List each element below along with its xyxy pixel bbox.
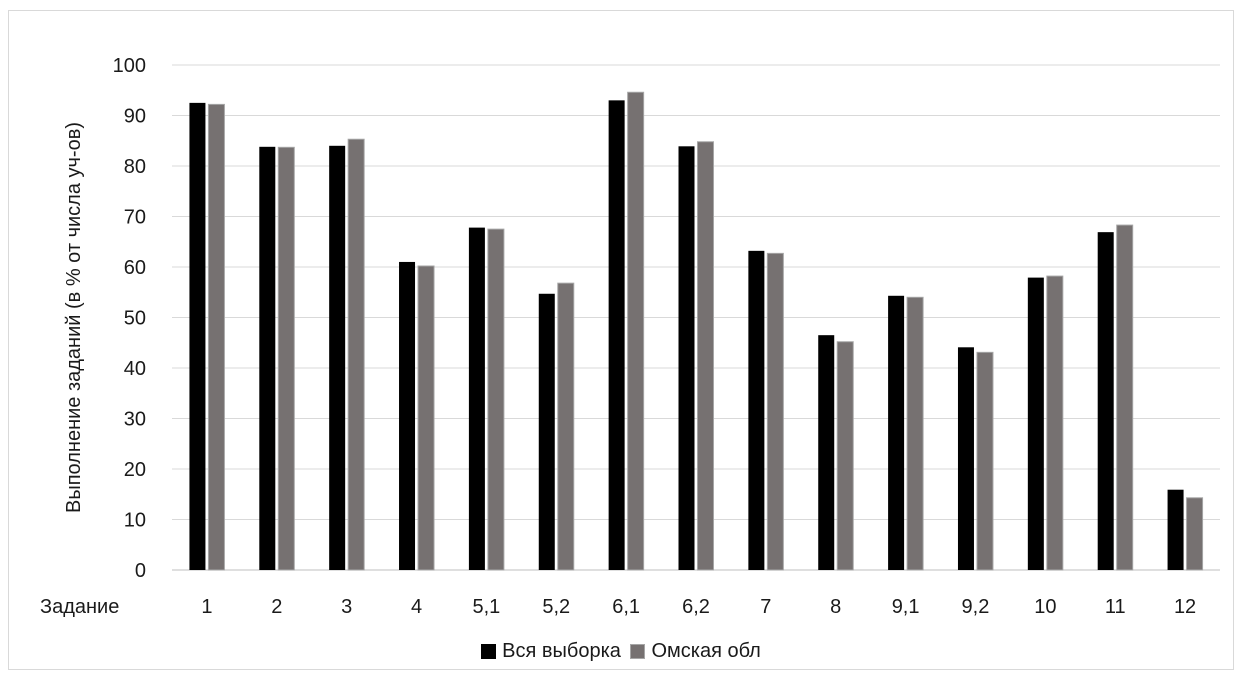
x-tick-label: 6,2 <box>682 596 710 618</box>
legend: Вся выборка Омская обл <box>0 640 1242 665</box>
legend-item-series-2: Омская обл <box>630 640 761 663</box>
y-tick-label: 70 <box>124 207 146 229</box>
x-tick-label: 11 <box>1105 596 1126 618</box>
bar-series-2 <box>487 228 505 571</box>
legend-swatch-series-2 <box>630 644 646 659</box>
legend-label-series-1: Вся выборка <box>502 640 621 662</box>
y-tick-label: 30 <box>124 409 146 431</box>
bar-series-1 <box>888 295 905 570</box>
bar-series-2 <box>976 351 994 571</box>
y-tick-label: 90 <box>124 106 146 128</box>
bar-series-1 <box>259 146 276 570</box>
bar-series-1 <box>189 102 206 570</box>
bar-series-1 <box>1027 277 1044 570</box>
bar-series-1 <box>957 347 974 570</box>
bar-series-1 <box>538 293 555 570</box>
bar-series-2 <box>417 265 435 571</box>
bar-series-1 <box>678 146 695 570</box>
bar-series-2 <box>277 146 295 571</box>
bar-series-1 <box>399 261 416 570</box>
legend-label-series-2: Омская обл <box>651 640 761 662</box>
x-tick-label: 3 <box>341 596 352 618</box>
y-tick-label: 50 <box>124 308 146 330</box>
legend-item-series-1: Вся выборка <box>481 640 621 663</box>
y-tick-label: 10 <box>124 510 146 532</box>
x-tick-label: 7 <box>760 596 771 618</box>
bar-series-2 <box>347 138 365 571</box>
x-tick-label: 6,1 <box>612 596 640 618</box>
bar-series-2 <box>1116 224 1134 571</box>
x-tick-label: 5,2 <box>542 596 570 618</box>
y-tick-label: 0 <box>135 560 146 582</box>
bar-series-2 <box>1046 275 1064 571</box>
bar-series-2 <box>1186 497 1204 571</box>
x-tick-label: 12 <box>1174 596 1196 618</box>
x-tick-label: 4 <box>411 596 422 618</box>
y-axis-title: Выполнение заданий (в % от числа уч-ов) <box>63 122 85 513</box>
bar-series-2 <box>697 141 714 571</box>
y-tick-label: 100 <box>113 55 146 77</box>
bar-series-1 <box>818 335 835 570</box>
x-tick-label: 9,1 <box>892 596 920 618</box>
y-tick-label: 60 <box>124 257 146 279</box>
x-tick-label: 9,2 <box>962 596 990 618</box>
x-tick-label: 8 <box>830 596 841 618</box>
bar-series-1 <box>329 145 346 571</box>
bar-series-2 <box>766 252 784 571</box>
bar-series-2 <box>557 282 575 571</box>
bar-series-2 <box>906 296 924 571</box>
y-tick-label: 40 <box>124 358 146 380</box>
x-tick-label: 1 <box>201 596 212 618</box>
x-tick-label: 2 <box>271 596 282 618</box>
x-tick-label: 10 <box>1034 596 1056 618</box>
x-tick-label: 5,1 <box>472 596 500 618</box>
bar-series-2 <box>627 91 645 571</box>
bar-series-1 <box>748 250 765 570</box>
bar-series-1 <box>608 100 625 570</box>
bar-series-1 <box>468 227 485 571</box>
legend-swatch-series-1 <box>481 644 497 659</box>
bar-series-2 <box>207 103 225 571</box>
bar-series-2 <box>836 341 854 571</box>
x-axis-title: Задание <box>40 596 119 618</box>
bar-series-1 <box>1097 232 1114 570</box>
y-tick-label: 20 <box>124 459 146 481</box>
y-tick-label: 80 <box>124 156 146 178</box>
bar-series-1 <box>1167 489 1184 570</box>
